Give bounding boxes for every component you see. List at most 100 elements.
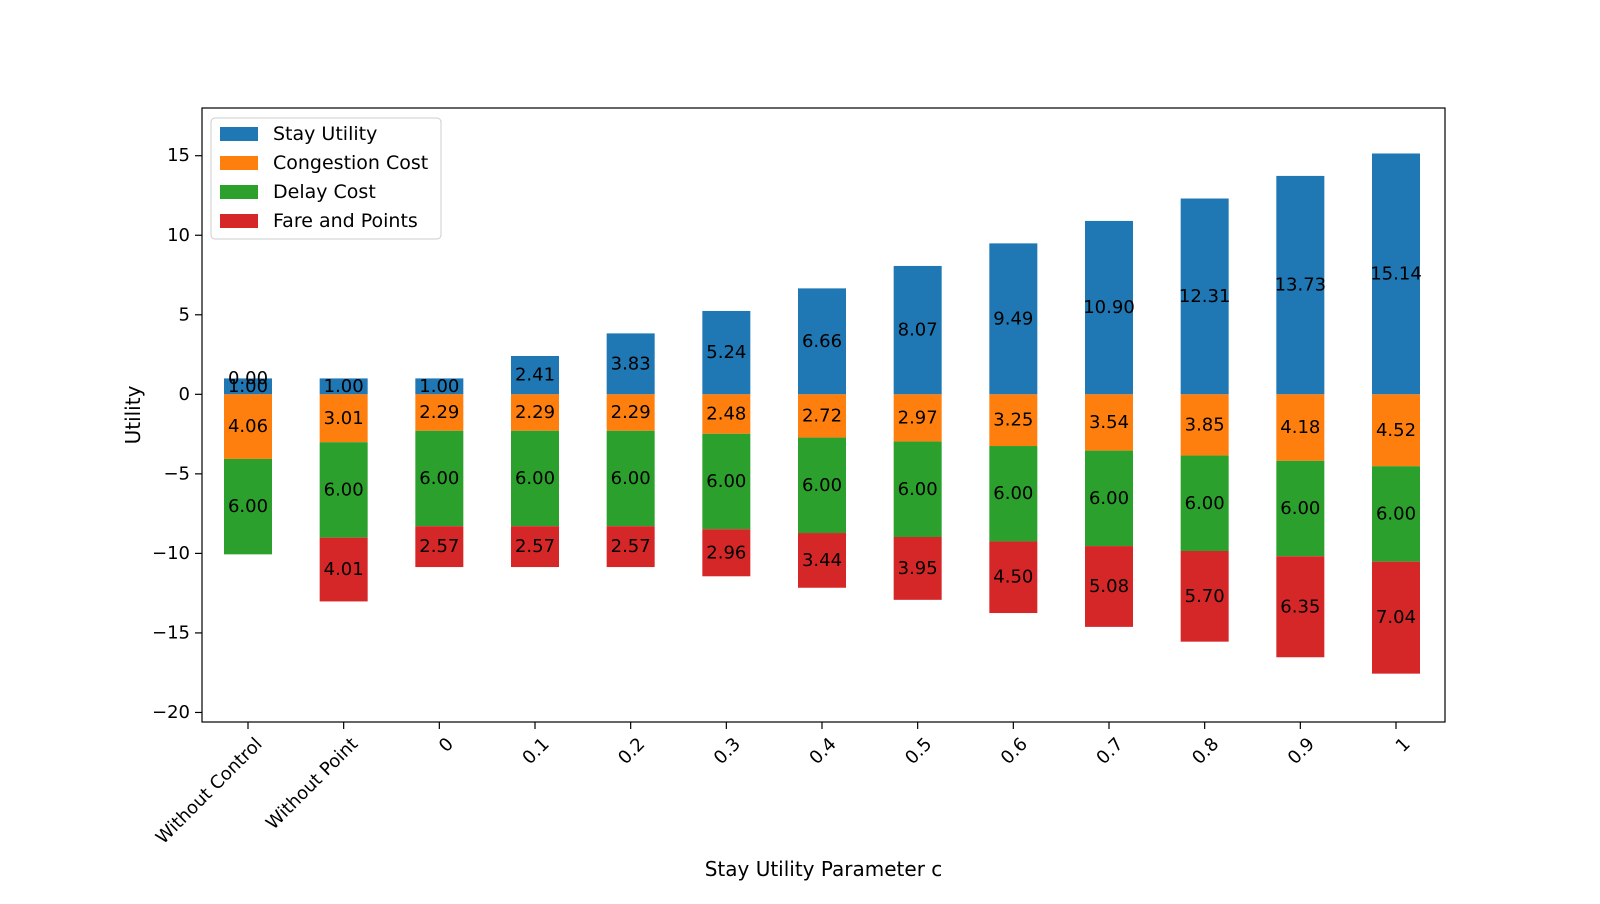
bar-data-label: 6.00 bbox=[419, 468, 459, 489]
bar-data-label: 15.14 bbox=[1370, 263, 1422, 284]
bar-stay-utility bbox=[702, 310, 751, 395]
bar-stay-utility bbox=[606, 333, 655, 395]
bar-fare-and-points bbox=[1276, 556, 1325, 658]
x-tick-label: 0.6 bbox=[997, 734, 1032, 769]
bars-layer bbox=[224, 153, 1420, 674]
bar-data-label: 4.52 bbox=[1376, 420, 1416, 441]
bar-data-label: 6.00 bbox=[324, 479, 364, 500]
y-tick-label: −10 bbox=[152, 543, 190, 564]
bar-stay-utility bbox=[415, 378, 464, 395]
bar-data-label: 6.00 bbox=[1376, 503, 1416, 524]
bar-data-label: 6.66 bbox=[802, 331, 842, 352]
bar-stay-utility bbox=[1085, 220, 1133, 395]
bar-data-label: 6.00 bbox=[611, 468, 651, 489]
bar-data-label: 3.85 bbox=[1185, 414, 1225, 435]
bar-data-label: 2.41 bbox=[515, 365, 555, 386]
bar-data-label: 6.00 bbox=[802, 475, 842, 496]
legend-swatch bbox=[220, 156, 258, 170]
bar-congestion-cost bbox=[1276, 394, 1325, 461]
legend-swatch bbox=[220, 185, 258, 199]
bar-fare-and-points bbox=[702, 529, 751, 577]
x-tick-label: 0.9 bbox=[1284, 734, 1319, 769]
bar-stay-utility bbox=[893, 265, 942, 395]
bar-delay-cost bbox=[1372, 466, 1420, 562]
legend-entry-label: Stay Utility bbox=[273, 123, 377, 145]
x-tick-label: 0.4 bbox=[805, 734, 840, 769]
bar-data-label: 0.00 bbox=[228, 368, 268, 389]
bar-data-label: 4.06 bbox=[228, 416, 268, 437]
bar-stay-utility bbox=[1180, 198, 1229, 395]
bar-stay-utility bbox=[989, 243, 1038, 395]
y-tick-label: −5 bbox=[163, 463, 190, 484]
bar-congestion-cost bbox=[1180, 394, 1229, 456]
bar-delay-cost bbox=[511, 430, 559, 527]
legend-swatch bbox=[220, 214, 258, 228]
y-axis-label: Utility bbox=[121, 385, 145, 444]
y-tick-label: 0 bbox=[179, 384, 190, 405]
bar-delay-cost bbox=[1276, 460, 1325, 557]
bar-delay-cost bbox=[415, 430, 464, 527]
bar-data-label: 10.90 bbox=[1083, 297, 1135, 318]
bar-delay-cost bbox=[1180, 455, 1229, 552]
bar-data-label: 7.04 bbox=[1376, 607, 1416, 628]
y-tick-label: 10 bbox=[167, 225, 190, 246]
bar-fare-and-points bbox=[415, 526, 464, 568]
bar-congestion-cost bbox=[702, 394, 751, 434]
bar-data-label: 5.70 bbox=[1185, 586, 1225, 607]
bar-delay-cost bbox=[224, 458, 272, 555]
bar-data-label: 1.00 bbox=[419, 376, 459, 397]
bar-data-label: 9.49 bbox=[993, 308, 1033, 329]
bar-data-label: 6.00 bbox=[1185, 493, 1225, 514]
bar-data-label: 6.00 bbox=[1280, 498, 1320, 519]
bar-data-label: 2.29 bbox=[611, 402, 651, 423]
y-tick-label: 5 bbox=[179, 304, 190, 325]
bar-data-label: 3.83 bbox=[611, 353, 651, 374]
plot-frame bbox=[201, 107, 1446, 723]
bar-stay-utility bbox=[224, 378, 272, 395]
bar-data-label: 2.57 bbox=[419, 536, 459, 557]
legend-entry-label: Fare and Points bbox=[273, 210, 418, 232]
bar-data-label: 3.25 bbox=[993, 410, 1033, 431]
bar-data-label: 2.72 bbox=[802, 405, 842, 426]
x-tick-label: 0.3 bbox=[710, 734, 745, 769]
y-tick-label: −20 bbox=[152, 702, 190, 723]
legend-entry-label: Delay Cost bbox=[273, 181, 376, 203]
bar-fare-and-points bbox=[1372, 561, 1420, 674]
bar-data-label: 6.00 bbox=[515, 468, 555, 489]
x-tick-label: Without Point bbox=[262, 734, 362, 834]
bar-delay-cost bbox=[606, 430, 655, 527]
bar-congestion-cost bbox=[1372, 394, 1420, 467]
bar-data-label: 5.08 bbox=[1089, 576, 1129, 597]
bar-stay-utility bbox=[511, 355, 559, 395]
bar-delay-cost bbox=[1085, 450, 1133, 547]
bar-data-label: 4.01 bbox=[324, 559, 364, 580]
x-axis-label: Stay Utility Parameter c bbox=[705, 857, 943, 881]
bar-data-label: 2.29 bbox=[515, 402, 555, 423]
data-labels-layer: 1.004.066.000.00 1.003.016.004.011.002.29… bbox=[228, 263, 1422, 628]
x-tick-label: 0.7 bbox=[1092, 734, 1127, 769]
y-axis: 15 10 5 0 −5 −10 −15 −20 bbox=[152, 145, 202, 723]
bar-data-label: 1.00 bbox=[228, 376, 268, 397]
bar-fare-and-points bbox=[319, 537, 368, 602]
x-tick-label: 0.5 bbox=[901, 734, 936, 769]
legend-box bbox=[210, 117, 442, 240]
bar-congestion-cost bbox=[893, 394, 942, 442]
bar-data-label: 6.35 bbox=[1280, 596, 1320, 617]
bar-data-label: 3.44 bbox=[802, 550, 842, 571]
legend-swatch bbox=[220, 127, 258, 141]
bar-congestion-cost bbox=[606, 394, 655, 431]
bar-stay-utility bbox=[1276, 175, 1325, 395]
y-tick-label: 15 bbox=[167, 145, 190, 166]
bar-data-label: 4.50 bbox=[993, 567, 1033, 588]
bar-fare-and-points bbox=[606, 526, 655, 568]
bar-fare-and-points bbox=[511, 526, 559, 568]
bar-data-label: 6.00 bbox=[898, 479, 938, 500]
bar-congestion-cost bbox=[511, 394, 559, 431]
bar-congestion-cost bbox=[989, 394, 1038, 447]
bar-data-label: 2.57 bbox=[611, 536, 651, 557]
bar-data-label: 13.73 bbox=[1275, 275, 1327, 296]
bar-fare-and-points bbox=[989, 541, 1038, 614]
bar-fare-and-points bbox=[798, 533, 846, 588]
